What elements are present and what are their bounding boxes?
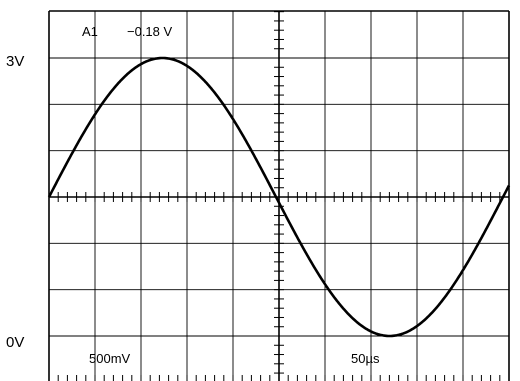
channel-label: A1 xyxy=(82,24,98,39)
y-tick-label-0v: 0V xyxy=(6,334,24,351)
y-tick-label-3v: 3V xyxy=(6,53,24,70)
waveform-trace xyxy=(47,56,511,338)
vertical-scale-readout: 500mV xyxy=(89,351,131,366)
trigger-level-readout: −0.18 V xyxy=(127,24,173,39)
time-scale-readout: 50µs xyxy=(351,351,380,366)
center-axis-ticks xyxy=(48,11,510,381)
